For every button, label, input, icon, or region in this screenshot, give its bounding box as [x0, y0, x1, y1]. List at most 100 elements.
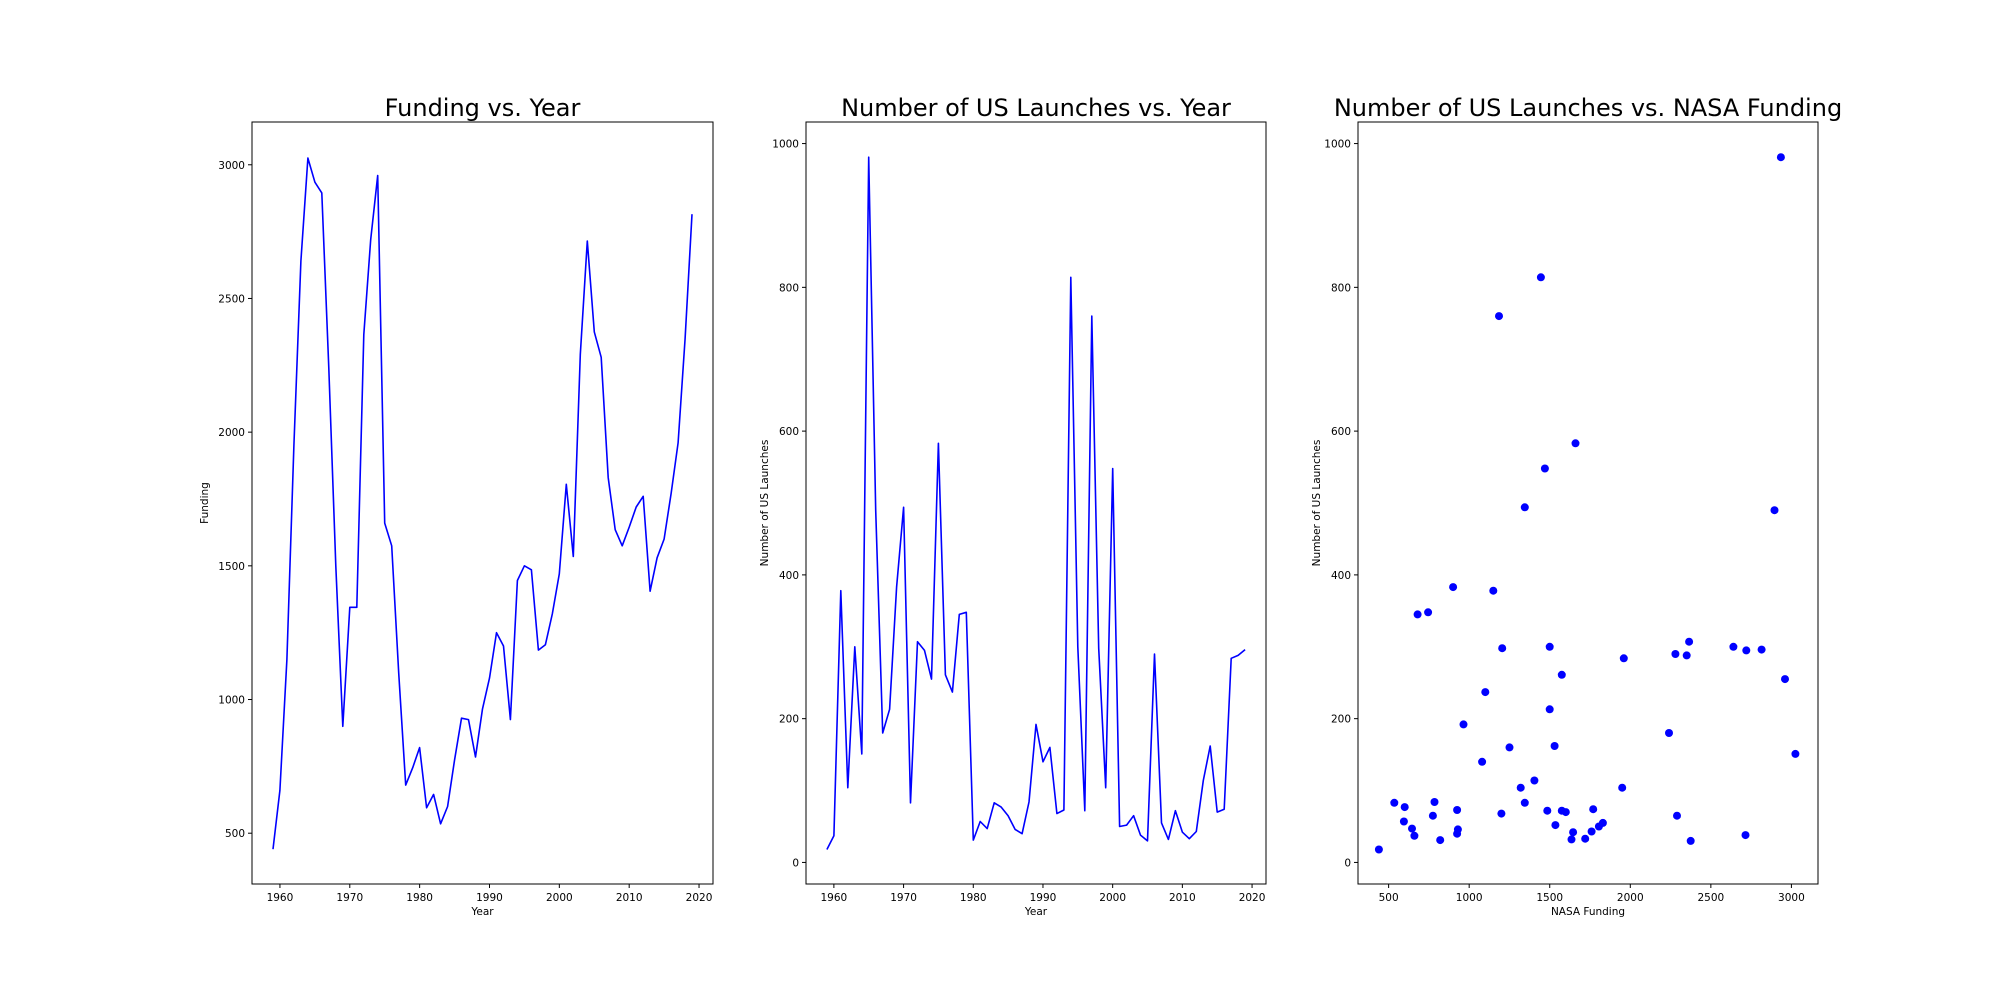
data-point [1589, 805, 1598, 814]
y-axis-label: Funding [199, 482, 211, 524]
data-point [1545, 642, 1554, 651]
data-point [1489, 586, 1498, 595]
y-axis-label: Number of US Launches [1311, 440, 1323, 567]
data-point [1459, 720, 1468, 729]
data-point [1571, 439, 1580, 448]
x-tick-label: 2000 [546, 892, 573, 904]
plot-frame [251, 121, 714, 885]
y-tick-label: 3000 [218, 160, 245, 172]
data-point [1449, 583, 1458, 592]
y-tick-label: 800 [779, 282, 799, 294]
launches-vs-year-chart: Number of US Launches vs. Year Year Numb… [759, 94, 1267, 918]
data-point [1436, 836, 1445, 845]
data-point [1551, 821, 1560, 830]
data-point [1505, 743, 1514, 752]
data-point [1410, 831, 1419, 840]
x-tick-label: 1980 [960, 892, 987, 904]
data-point [1428, 811, 1437, 820]
data-point [1478, 757, 1487, 766]
data-point [1619, 654, 1628, 663]
data-point [1791, 749, 1800, 758]
data-point [1729, 642, 1738, 651]
x-tick-label: 2500 [1697, 892, 1724, 904]
data-point [1686, 836, 1695, 845]
funding-vs-year-chart: Funding vs. Year Year Funding 1960 1970 19… [199, 94, 714, 918]
x-axis-label: Year [1024, 906, 1048, 918]
chart-title: Funding vs. Year [385, 94, 581, 122]
chart-title: Number of US Launches vs. Year [841, 94, 1231, 122]
data-point [1530, 776, 1539, 785]
data-point [1390, 798, 1399, 807]
y-tick-label: 1000 [1324, 139, 1351, 151]
y-tick-label: 600 [779, 426, 799, 438]
x-tick-label: 2010 [616, 892, 643, 904]
data-point [1770, 506, 1779, 515]
data-point [1536, 273, 1545, 282]
data-point [1776, 153, 1785, 162]
x-tick-label: 2020 [686, 892, 713, 904]
x-tick-label: 2020 [1239, 892, 1266, 904]
data-point [1453, 829, 1462, 838]
x-tick-label: 2010 [1169, 892, 1196, 904]
data-point [1495, 312, 1503, 321]
plot-frame [1357, 121, 1819, 885]
series-line [826, 156, 1246, 850]
x-tick-label: 1990 [476, 892, 503, 904]
data-point [1481, 688, 1490, 697]
x-tick-label: 1500 [1536, 892, 1563, 904]
y-tick-label: 0 [1344, 857, 1351, 869]
x-tick-label: 3000 [1778, 892, 1805, 904]
data-point [1665, 729, 1673, 737]
x-tick-label: 1960 [821, 892, 848, 904]
y-tick-label: 800 [1331, 282, 1351, 294]
x-tick-label: 1970 [890, 892, 917, 904]
data-point [1673, 811, 1681, 820]
data-point [1543, 806, 1552, 815]
data-point [1497, 809, 1506, 818]
data-point [1453, 806, 1462, 814]
plot-frame [805, 121, 1267, 885]
y-tick-label: 2500 [218, 293, 245, 305]
y-tick-label: 600 [1331, 426, 1351, 438]
data-point [1550, 742, 1559, 750]
data-point [1413, 610, 1422, 619]
y-tick-label: 500 [225, 828, 245, 840]
data-point [1671, 650, 1680, 658]
y-tick-label: 2000 [218, 427, 245, 439]
data-point [1520, 503, 1529, 512]
data-point [1682, 651, 1691, 660]
data-point [1781, 675, 1789, 684]
y-tick-label: 1500 [218, 561, 245, 573]
data-point [1685, 637, 1694, 646]
data-point [1561, 808, 1570, 817]
data-point [1742, 646, 1751, 655]
y-tick-label: 200 [779, 714, 799, 726]
x-tick-label: 1980 [406, 892, 433, 904]
y-tick-label: 400 [1331, 570, 1351, 582]
y-axis-label: Number of US Launches [759, 440, 771, 567]
y-tick-label: 200 [1331, 714, 1351, 726]
x-tick-label: 1970 [336, 892, 363, 904]
chart-title: Number of US Launches vs. NASA Funding [1334, 94, 1842, 122]
data-point [1400, 803, 1409, 812]
data-point [1618, 783, 1627, 792]
x-tick-label: 2000 [1617, 892, 1644, 904]
data-point [1520, 798, 1529, 807]
data-point [1587, 827, 1596, 836]
data-point [1374, 845, 1383, 854]
series-line [272, 157, 693, 850]
data-point [1567, 835, 1576, 844]
x-tick-label: 2000 [1099, 892, 1126, 904]
x-tick-label: 1960 [267, 892, 294, 904]
data-point [1399, 817, 1408, 826]
x-tick-label: 1000 [1456, 892, 1483, 904]
data-point [1540, 464, 1549, 473]
data-point [1569, 828, 1578, 837]
data-point [1757, 645, 1766, 654]
data-point [1581, 834, 1590, 843]
y-tick-label: 1000 [218, 695, 245, 707]
data-point [1498, 644, 1507, 653]
data-point [1557, 670, 1566, 679]
